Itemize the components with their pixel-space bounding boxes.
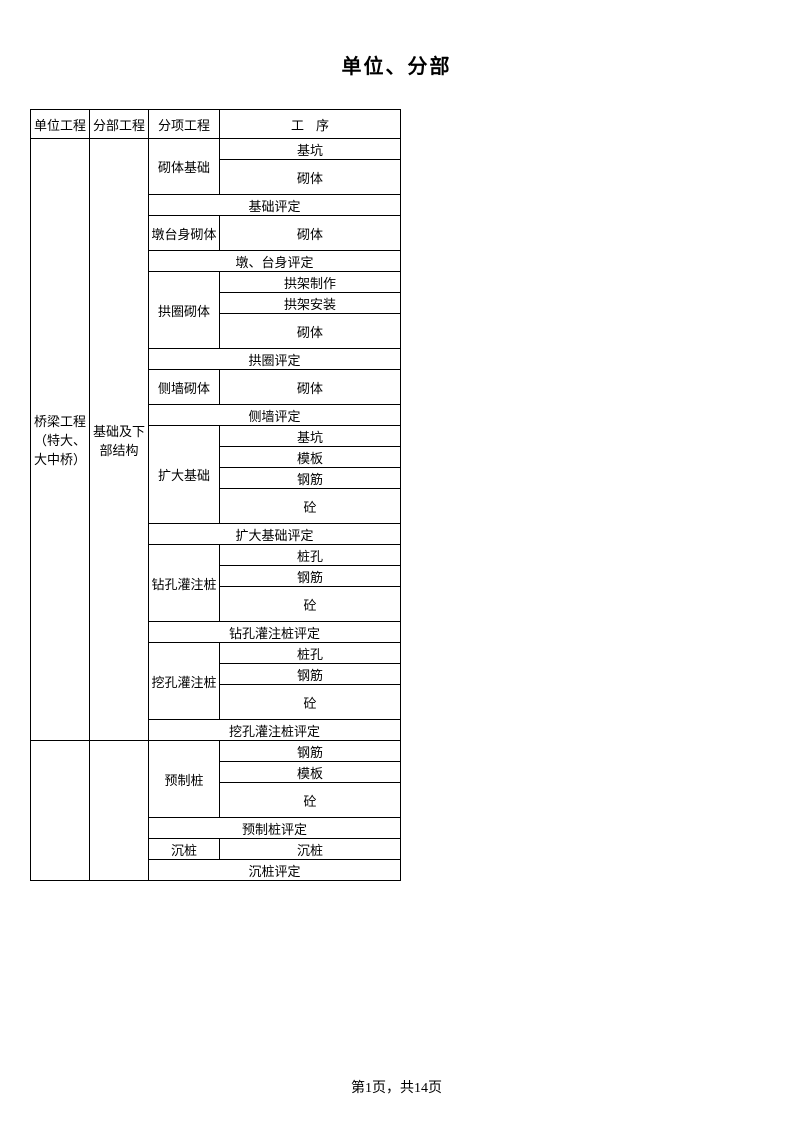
proc-cell: 砼 [220,685,401,720]
sub-project-cell-2 [90,741,149,881]
proc-cell: 模板 [220,447,401,468]
item-cell: 挖孔灌注桩 [149,643,220,720]
item-cell: 扩大基础 [149,426,220,524]
item-cell: 砌体基础 [149,139,220,195]
eval-cell: 扩大基础评定 [149,524,401,545]
proc-cell: 钢筋 [220,566,401,587]
proc-cell: 模板 [220,762,401,783]
page-title: 单位、分部 [30,50,763,79]
proc-cell: 砌体 [220,160,401,195]
eval-cell: 挖孔灌注桩评定 [149,720,401,741]
proc-cell: 拱架制作 [220,272,401,293]
proc-cell: 基坑 [220,139,401,160]
proc-cell: 砌体 [220,216,401,251]
header-proc: 工序 [220,110,401,139]
sub-project-cell: 基础及下部结构 [90,139,149,741]
unit-project-cell-2 [31,741,90,881]
header-unit: 单位工程 [31,110,90,139]
header-item: 分项工程 [149,110,220,139]
eval-cell: 基础评定 [149,195,401,216]
eval-cell: 墩、台身评定 [149,251,401,272]
proc-cell: 基坑 [220,426,401,447]
proc-cell: 拱架安装 [220,293,401,314]
proc-cell: 钢筋 [220,664,401,685]
proc-cell: 沉桩 [220,839,401,860]
eval-cell: 沉桩评定 [149,860,401,881]
item-cell: 沉桩 [149,839,220,860]
header-sub: 分部工程 [90,110,149,139]
proc-cell: 砼 [220,587,401,622]
eval-cell: 侧墙评定 [149,405,401,426]
eval-cell: 拱圈评定 [149,349,401,370]
unit-project-cell: 桥梁工程（特大、大中桥） [31,139,90,741]
eval-cell: 钻孔灌注桩评定 [149,622,401,643]
eval-cell: 预制桩评定 [149,818,401,839]
item-cell: 拱圈砌体 [149,272,220,349]
proc-cell: 砌体 [220,314,401,349]
table-row: 预制桩钢筋 [31,741,401,762]
page-footer: 第1页，共14页 [0,1077,793,1097]
proc-cell: 砼 [220,783,401,818]
proc-cell: 桩孔 [220,643,401,664]
table-header-row: 单位工程分部工程分项工程工序 [31,110,401,139]
proc-cell: 砌体 [220,370,401,405]
proc-cell: 砼 [220,489,401,524]
proc-cell: 桩孔 [220,545,401,566]
item-cell: 侧墙砌体 [149,370,220,405]
proc-cell: 钢筋 [220,741,401,762]
item-cell: 钻孔灌注桩 [149,545,220,622]
item-cell: 预制桩 [149,741,220,818]
table-row: 桥梁工程（特大、大中桥）基础及下部结构砌体基础基坑 [31,139,401,160]
proc-cell: 钢筋 [220,468,401,489]
item-cell: 墩台身砌体 [149,216,220,251]
main-table: 单位工程分部工程分项工程工序桥梁工程（特大、大中桥）基础及下部结构砌体基础基坑砌… [30,109,401,881]
